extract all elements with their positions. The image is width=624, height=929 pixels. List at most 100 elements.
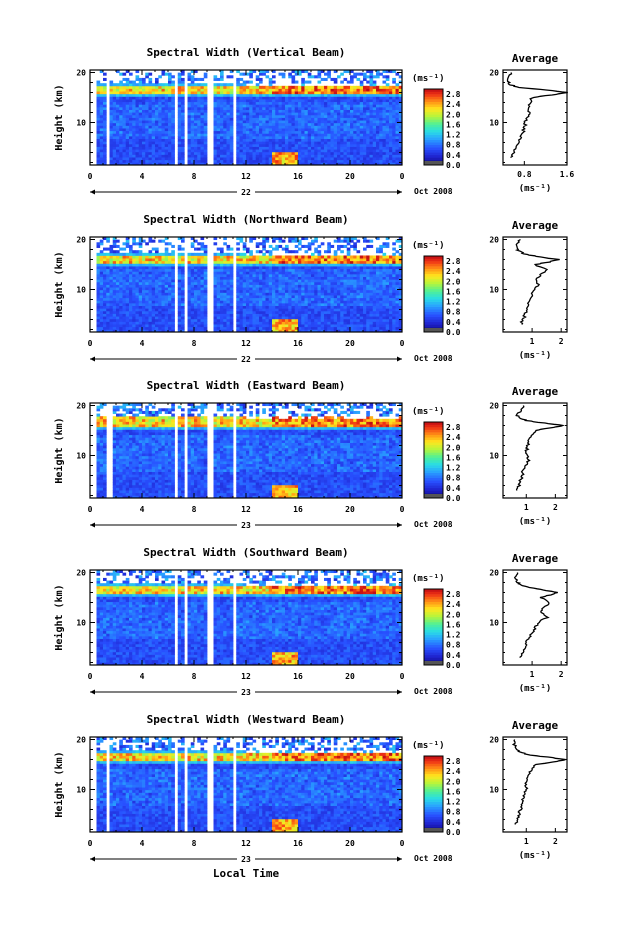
heatmap-cell	[116, 149, 120, 153]
heatmap-cell	[285, 316, 289, 320]
heatmap-cell	[311, 125, 315, 129]
colorbar-tick-label: 0.0	[446, 161, 461, 170]
heatmap-cell	[301, 324, 305, 328]
heatmap-cell	[148, 260, 153, 264]
heatmap-cell	[255, 162, 260, 166]
heatmap-cell	[177, 313, 182, 317]
heatmap-cell	[353, 101, 357, 105]
heatmap-cell	[194, 252, 198, 256]
heatmap-cell	[220, 255, 224, 259]
heatmap-cell	[96, 106, 101, 110]
heatmap-cell	[129, 133, 133, 137]
heatmap-cell	[161, 106, 166, 110]
heatmap-cell	[291, 143, 296, 147]
heatmap-cell	[350, 159, 354, 163]
heatmap-cell	[164, 250, 169, 254]
heatmap-cell	[112, 146, 117, 150]
heatmap-cell	[148, 289, 153, 293]
heatmap-cell	[398, 143, 403, 147]
heatmap-cell	[307, 297, 312, 301]
heatmap-cell	[200, 120, 205, 124]
heatmap-cell	[203, 260, 208, 264]
heatmap-cell	[161, 300, 166, 304]
heatmap-cell	[281, 295, 286, 299]
heatmap-cell	[203, 96, 208, 100]
heatmap-cell	[116, 326, 120, 330]
heatmap-cell	[125, 143, 130, 147]
heatmap-cell	[226, 310, 231, 314]
heatmap-cell	[226, 149, 231, 153]
heatmap-cell	[236, 143, 240, 147]
heatmap-cell	[132, 83, 136, 87]
heatmap-cell	[142, 130, 146, 134]
heatmap-cell	[223, 308, 227, 312]
heatmap-cell	[363, 157, 367, 161]
heatmap-cell	[96, 255, 101, 259]
heatmap-cell	[369, 117, 374, 121]
heatmap-cell	[275, 300, 279, 304]
heatmap-cell	[187, 106, 192, 110]
heatmap-cell	[262, 279, 266, 283]
heatmap-cell	[320, 112, 325, 116]
heatmap-cell	[363, 117, 367, 121]
heatmap-cell	[220, 141, 224, 145]
heatmap-cell	[272, 305, 276, 309]
heatmap-cell	[288, 112, 292, 116]
heatmap-cell	[294, 255, 299, 259]
heatmap-cell	[255, 258, 260, 262]
heatmap-cell	[382, 125, 387, 129]
heatmap-cell	[197, 260, 201, 264]
heatmap-cell	[376, 151, 380, 155]
heatmap-cell	[213, 318, 218, 322]
heatmap-cell	[363, 112, 367, 116]
heatmap-cell	[246, 135, 250, 140]
heatmap-cell	[343, 159, 348, 163]
heatmap-cell	[265, 284, 270, 288]
heatmap-cell	[112, 302, 117, 307]
heatmap-cell	[249, 318, 253, 322]
heatmap-cell	[307, 300, 312, 304]
heatmap-cell	[268, 289, 273, 293]
heatmap-cell	[200, 310, 205, 314]
heatmap-cell	[259, 302, 263, 307]
heatmap-cell	[333, 96, 338, 100]
heatmap-cell	[122, 281, 127, 285]
heatmap-cell	[288, 133, 292, 137]
heatmap-cell	[168, 104, 172, 108]
heatmap-cell	[272, 271, 276, 275]
heatmap-cell	[125, 99, 130, 103]
heatmap-cell	[382, 91, 387, 95]
heatmap-cell	[337, 154, 341, 158]
heatmap-cell	[262, 128, 266, 132]
heatmap-cell	[369, 149, 374, 153]
heatmap-cell	[122, 138, 127, 142]
heatmap-cell	[311, 146, 315, 150]
heatmap-cell	[229, 157, 234, 161]
heatmap-cell	[161, 310, 166, 314]
heatmap-cell	[116, 289, 120, 293]
heatmap-cell	[190, 258, 195, 262]
heatmap-cell	[272, 75, 276, 79]
heatmap-cell	[333, 141, 338, 145]
heatmap-cell	[135, 88, 140, 92]
heatmap-cell	[246, 329, 250, 333]
heatmap-cell	[122, 300, 127, 304]
heatmap-cell	[203, 252, 208, 256]
heatmap-cell	[112, 125, 117, 129]
heatmap-cell	[99, 287, 104, 291]
heatmap-cell	[142, 263, 146, 267]
heatmap-cell	[304, 151, 309, 155]
heatmap-cell	[333, 120, 338, 124]
heatmap-cell	[181, 146, 185, 150]
heatmap-cell	[356, 157, 361, 161]
heatmap-cell	[304, 310, 309, 314]
heatmap-cell	[307, 321, 312, 325]
heatmap-cell	[158, 109, 162, 113]
heatmap-cell	[226, 91, 231, 95]
heatmap-cell	[161, 99, 166, 103]
heatmap-cell	[249, 99, 253, 103]
heatmap-cell	[281, 324, 286, 328]
heatmap-cell	[161, 138, 166, 142]
heatmap-cell	[255, 83, 260, 87]
heatmap-cell	[242, 316, 247, 320]
